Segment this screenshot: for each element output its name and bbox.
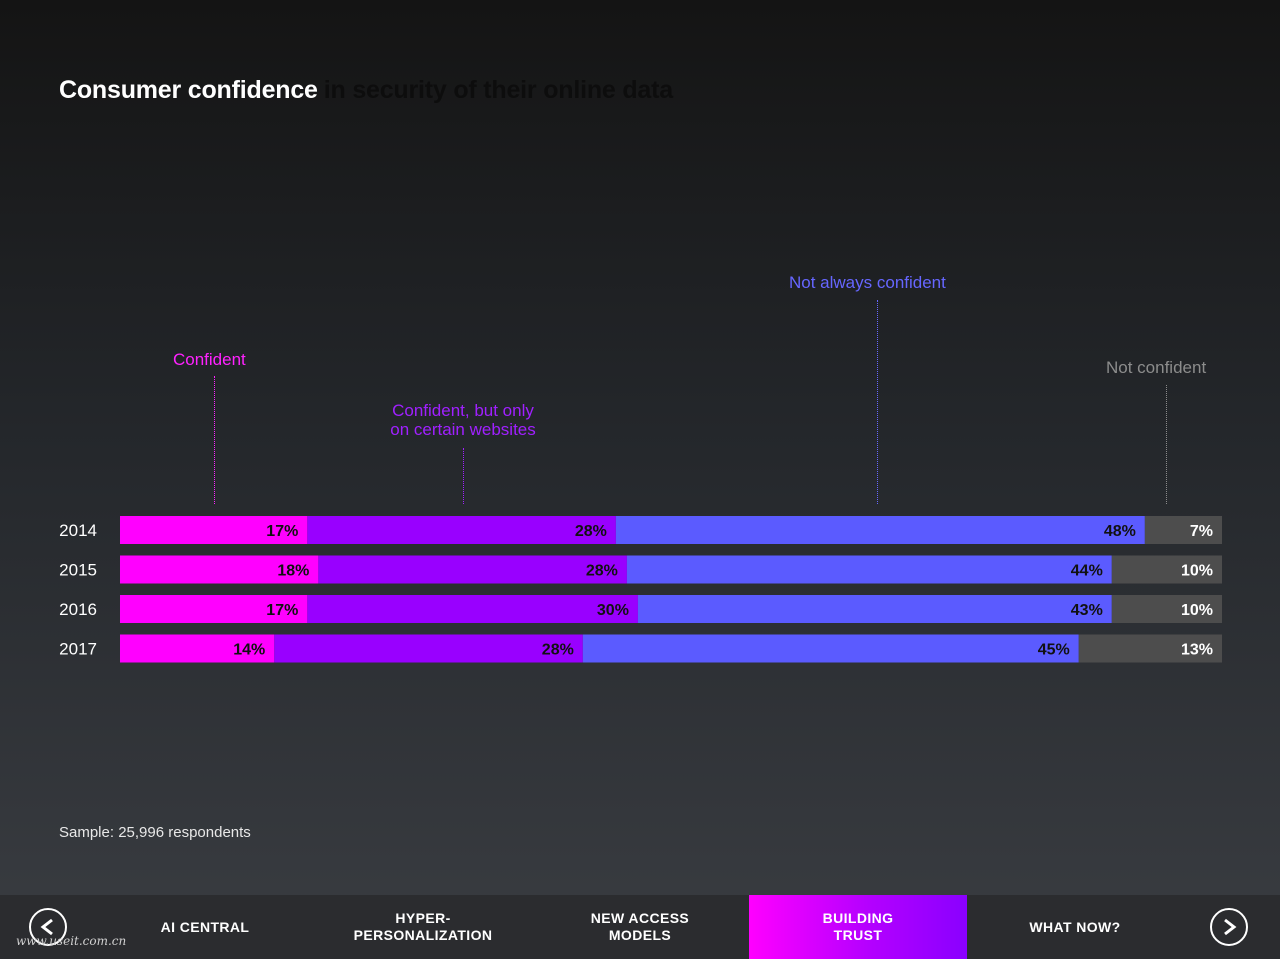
bar-segment-confident-certain xyxy=(274,634,583,663)
data-label-not-confident: 10% xyxy=(1181,563,1213,580)
data-label-not-confident: 10% xyxy=(1181,602,1213,619)
bar-segment-confident xyxy=(120,555,319,584)
data-label-confident: 14% xyxy=(233,642,265,659)
data-label-not-always: 44% xyxy=(1071,563,1103,580)
legend-not-confident: Not confident xyxy=(1106,358,1207,377)
year-label: 2016 xyxy=(59,600,97,619)
data-label-confident: 18% xyxy=(277,563,309,580)
data-label-confident: 17% xyxy=(266,602,298,619)
legend-confident: Confident xyxy=(173,350,246,369)
data-label-confident: 17% xyxy=(266,523,298,540)
year-label: 2015 xyxy=(59,561,97,580)
title-strong: Consumer confidence xyxy=(59,76,318,104)
bar-segment-confident xyxy=(120,634,275,663)
data-label-not-confident: 13% xyxy=(1181,642,1213,659)
leader-not-always xyxy=(877,300,878,504)
nav-ai-central[interactable]: AI CENTRAL xyxy=(100,895,310,959)
leader-confident xyxy=(214,376,215,504)
bottom-nav: AI CENTRAL HYPER- PERSONALIZATION NEW AC… xyxy=(0,895,1280,959)
bar-segment-not-confident xyxy=(1144,516,1222,544)
nav-hyper-personalization[interactable]: HYPER- PERSONALIZATION xyxy=(318,895,528,959)
nav-what-now[interactable]: WHAT NOW? xyxy=(970,895,1180,959)
data-label-not-always: 48% xyxy=(1104,523,1136,540)
bar-segment-not-always xyxy=(615,516,1145,544)
legend-not-always: Not always confident xyxy=(789,273,946,292)
nav-new-access-models-label: NEW ACCESS MODELS xyxy=(590,910,690,943)
data-label-not-always: 45% xyxy=(1038,642,1070,659)
chevron-left-icon xyxy=(40,918,53,936)
data-label-confident-certain: 30% xyxy=(597,602,629,619)
leader-not-confident xyxy=(1166,385,1167,504)
nav-ai-central-label: AI CENTRAL xyxy=(160,918,250,935)
prev-button[interactable] xyxy=(29,908,67,946)
page-title: Consumer confidence in security of their … xyxy=(59,76,673,105)
year-label: 2014 xyxy=(59,521,97,540)
bar-segment-not-always xyxy=(582,634,1079,663)
data-label-not-always: 43% xyxy=(1071,602,1103,619)
watermark: www.useit.com.cn xyxy=(16,934,127,948)
nav-what-now-label: WHAT NOW? xyxy=(1029,918,1121,935)
nav-new-access-models[interactable]: NEW ACCESS MODELS xyxy=(535,895,745,959)
bar-segment-confident-certain xyxy=(307,595,638,623)
bar-segment-confident xyxy=(120,595,308,623)
chevron-right-icon xyxy=(1224,918,1237,936)
bar-segment-not-confident xyxy=(1111,595,1222,623)
data-label-confident-certain: 28% xyxy=(542,642,574,659)
nav-building-trust-label: BUILDING TRUST xyxy=(822,910,894,943)
bar-segment-not-always xyxy=(626,555,1112,584)
bar-segment-confident-certain xyxy=(318,555,627,584)
legend-confident-certain: Confident, but only on certain websites xyxy=(390,401,536,439)
year-label: 2017 xyxy=(59,640,97,659)
sample-note: Sample: 25,996 respondents xyxy=(59,824,251,841)
leader-confident-certain xyxy=(463,448,464,504)
nav-building-trust[interactable]: BUILDING TRUST xyxy=(749,895,967,959)
data-label-confident-certain: 28% xyxy=(575,523,607,540)
bar-segment-not-confident xyxy=(1078,634,1222,663)
data-label-not-confident: 7% xyxy=(1190,523,1213,540)
bar-segment-confident xyxy=(120,516,308,544)
bar-segment-not-confident xyxy=(1111,555,1222,584)
nav-hyper-personalization-label: HYPER- PERSONALIZATION xyxy=(353,910,493,943)
title-faint: in security of their online data xyxy=(323,76,673,104)
bar-segment-confident-certain xyxy=(307,516,616,544)
bar-segment-not-always xyxy=(637,595,1112,623)
data-label-confident-certain: 28% xyxy=(586,563,618,580)
next-button[interactable] xyxy=(1210,908,1248,946)
